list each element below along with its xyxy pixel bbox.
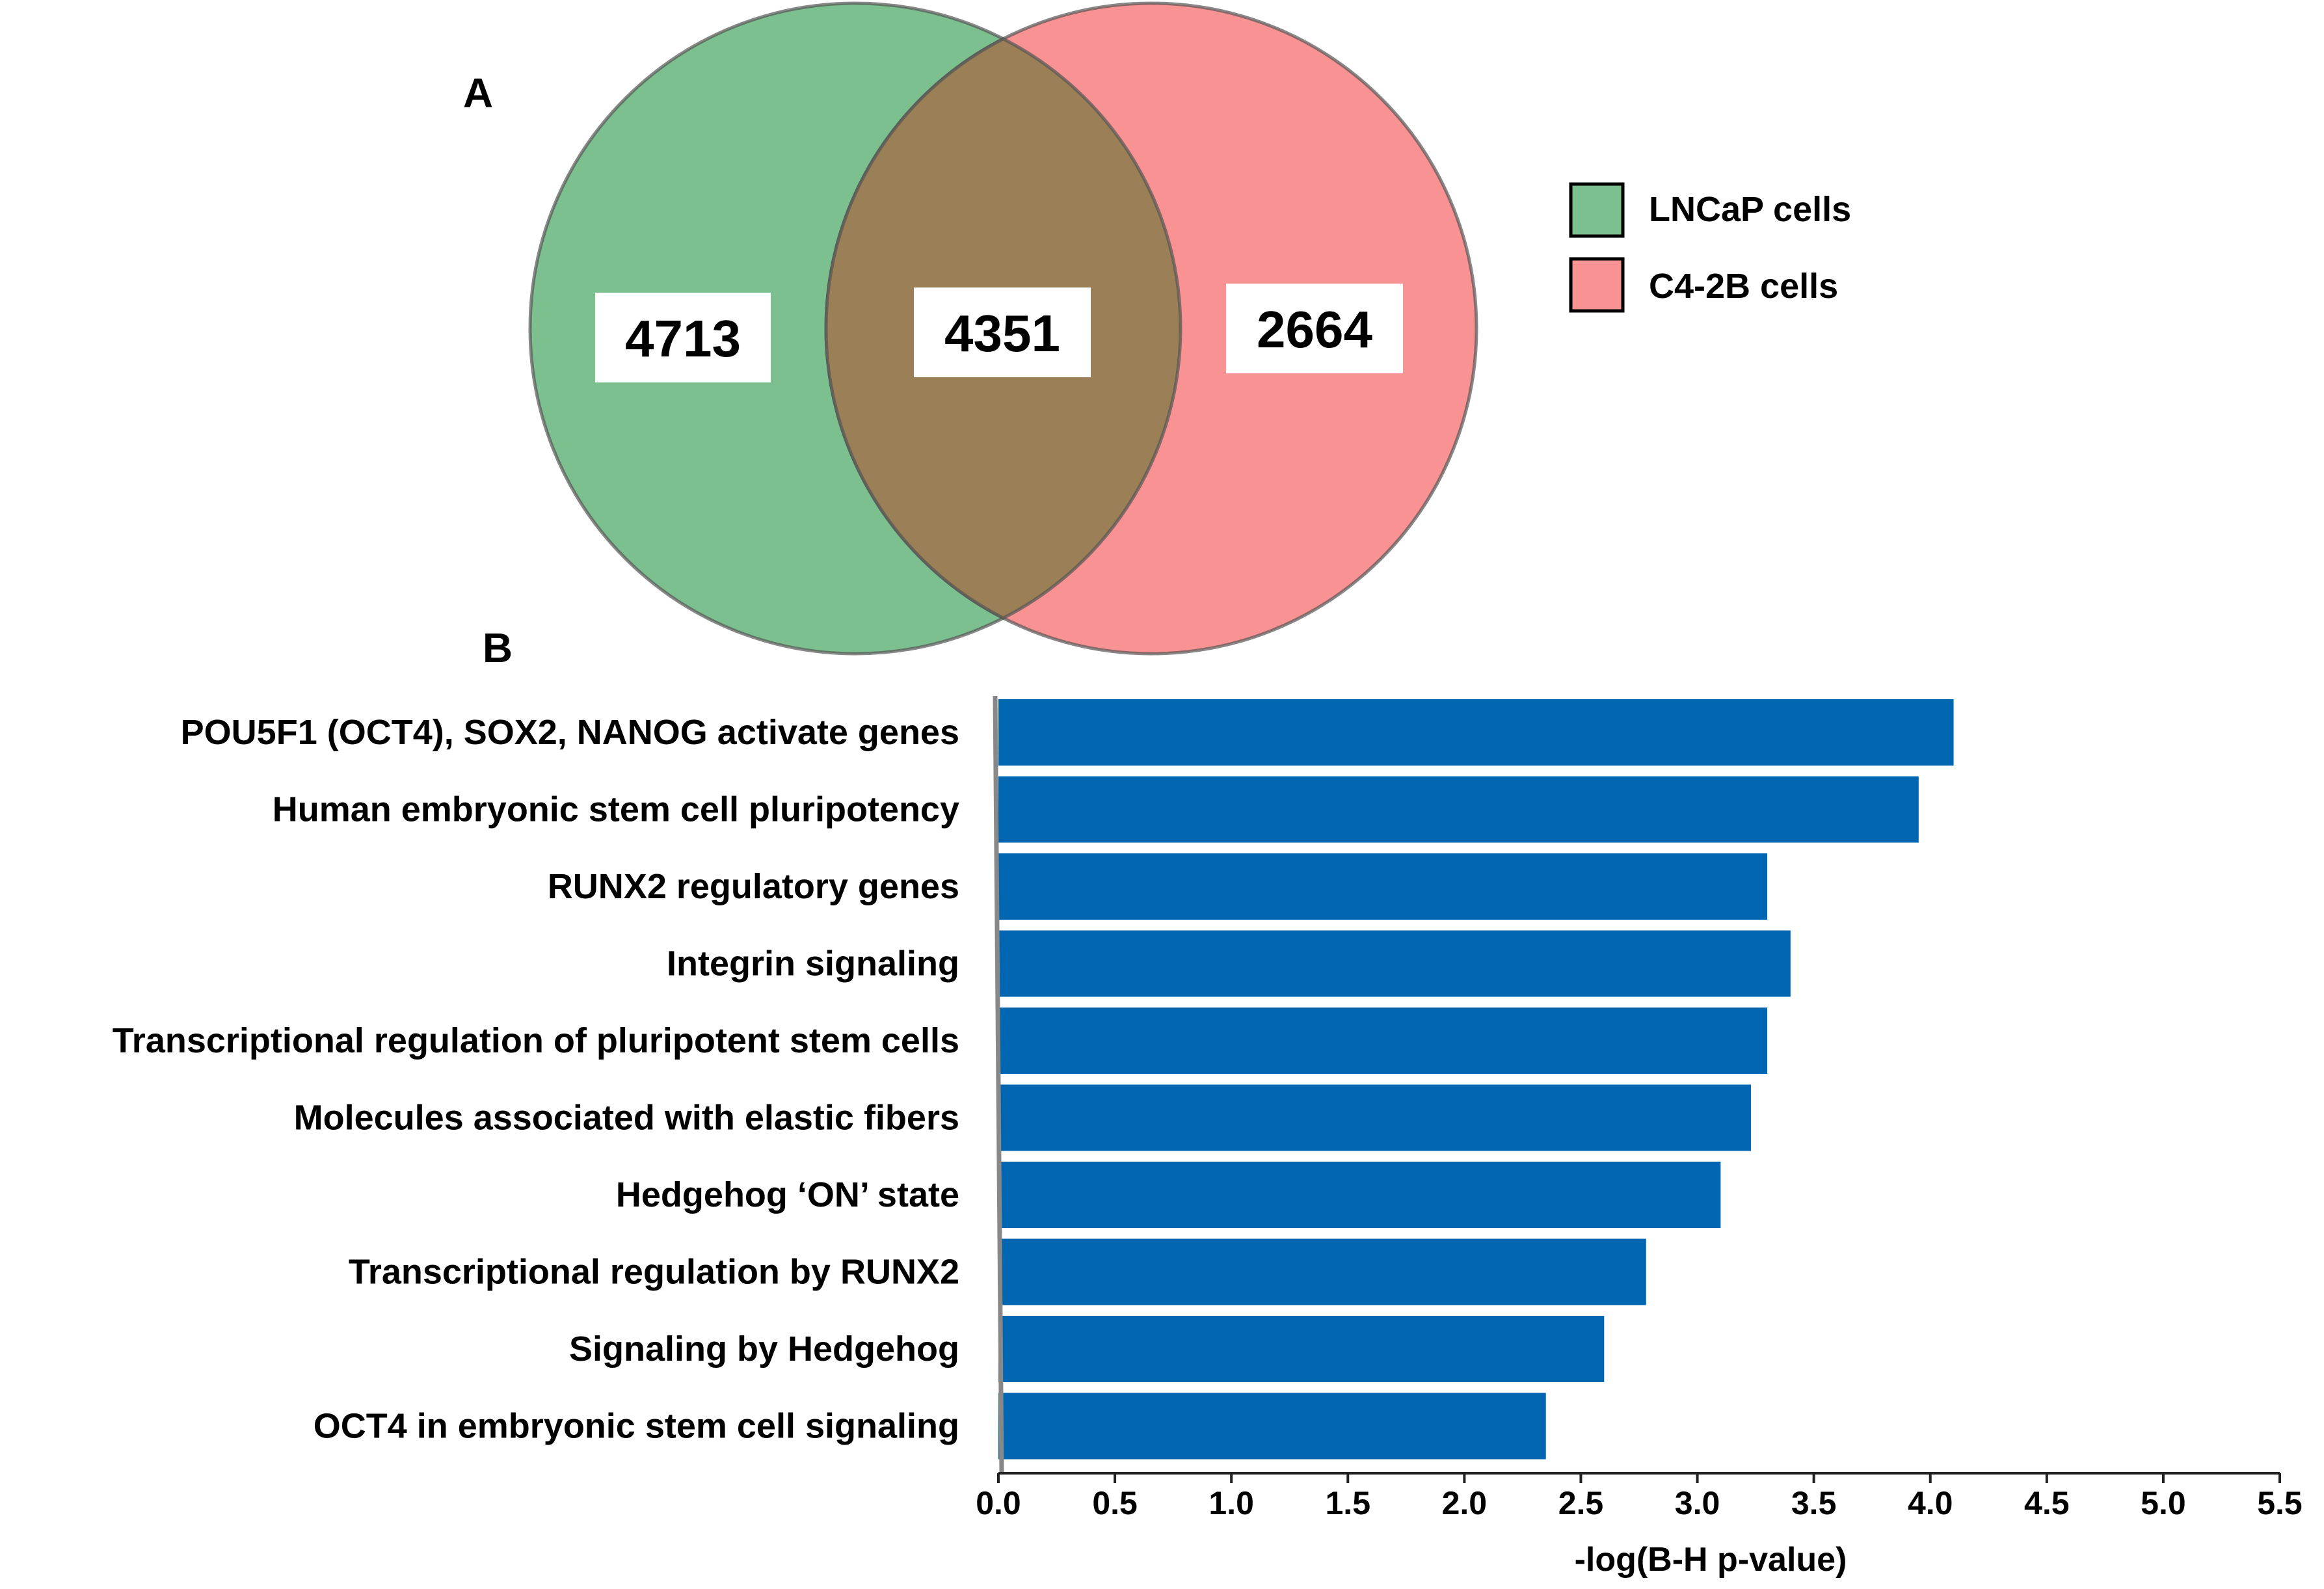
x-tick-label-8: 4.0	[1908, 1485, 1953, 1521]
venn-diagram: 4713 4351 2664	[528, 1, 1478, 656]
bar-7	[998, 1238, 1646, 1305]
category-label-0: POU5F1 (OCT4), SOX2, NANOG activate gene…	[181, 713, 959, 752]
category-label-4: Transcriptional regulation of pluripoten…	[113, 1021, 959, 1060]
x-tick-label-0: 0.0	[976, 1485, 1021, 1521]
x-axis-title: -log(B-H p-value)	[1575, 1541, 1847, 1579]
x-tick-label-9: 4.5	[2024, 1485, 2070, 1521]
category-label-1: Human embryonic stem cell pluripotency	[273, 790, 959, 829]
category-label-6: Hedgehog ‘ON’ state	[616, 1175, 959, 1214]
count-overlap: 4351	[944, 304, 1060, 362]
x-tick-label-6: 3.0	[1675, 1485, 1720, 1521]
category-label-9: OCT4 in embryonic stem cell signaling	[314, 1407, 959, 1446]
x-tick-label-4: 2.0	[1442, 1485, 1488, 1521]
x-tick-label-7: 3.5	[1791, 1485, 1837, 1521]
count-box-c42b	[1226, 284, 1403, 373]
category-label-8: Signaling by Hedgehog	[569, 1329, 959, 1369]
bar-5	[998, 1084, 1751, 1151]
category-label-3: Integrin signaling	[667, 944, 959, 983]
legend-label-lncap: LNCaP cells	[1649, 190, 1851, 229]
legend-swatch-c42b	[1569, 257, 1625, 313]
venn-legend: LNCaP cells C4-2B cells	[1569, 182, 1851, 313]
bar-1	[998, 776, 1919, 843]
bar-9	[998, 1393, 1546, 1460]
legend-label-c42b: C4-2B cells	[1649, 267, 1838, 306]
bar-3	[998, 930, 1791, 997]
bar-8	[998, 1316, 1605, 1382]
category-label-5: Molecules associated with elastic fibers	[294, 1099, 959, 1138]
bar-0	[998, 699, 1954, 766]
bar-2	[998, 853, 1767, 920]
count-c42b-only: 2664	[1257, 300, 1372, 358]
count-lncap-only: 4713	[625, 310, 741, 367]
count-box-overlap	[914, 287, 1091, 377]
count-box-lncap	[595, 293, 771, 382]
category-label-2: RUNX2 regulatory genes	[548, 867, 959, 906]
x-tick-label-2: 1.0	[1209, 1485, 1254, 1521]
bar-4	[998, 1008, 1767, 1074]
x-tick-label-3: 1.5	[1326, 1485, 1371, 1521]
x-tick-label-10: 5.0	[2141, 1485, 2186, 1521]
x-tick-label-11: 5.5	[2257, 1485, 2303, 1521]
x-tick-label-1: 0.5	[1092, 1485, 1138, 1521]
y-axis-line	[993, 695, 1004, 1474]
panel-a-label: A	[463, 70, 493, 116]
x-tick-label-5: 2.5	[1558, 1485, 1604, 1521]
category-label-7: Transcriptional regulation by RUNX2	[349, 1253, 959, 1292]
panel-b-label: B	[483, 624, 513, 671]
bar-chart: POU5F1 (OCT4), SOX2, NANOG activate gene…	[113, 695, 2303, 1579]
legend-swatch-lncap	[1569, 182, 1625, 238]
bar-6	[998, 1162, 1721, 1228]
